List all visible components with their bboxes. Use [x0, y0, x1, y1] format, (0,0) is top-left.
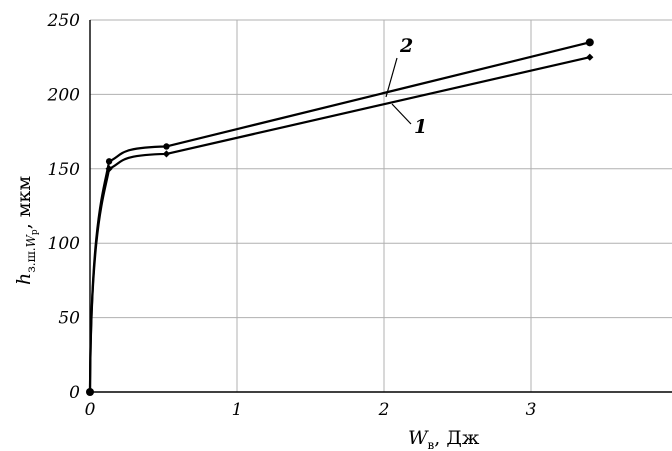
- curve-label-1: 1: [414, 116, 427, 138]
- x-tick-label: 1: [232, 400, 243, 420]
- series-2-point: [86, 388, 94, 396]
- x-axis-subscript: в: [428, 438, 435, 451]
- curve-label-1-leader: [391, 103, 412, 125]
- x-axis-symbol: W: [408, 427, 429, 449]
- curve-label-2: 2: [399, 35, 413, 57]
- y-tick-label: 50: [58, 309, 80, 329]
- y-tick-label: 150: [48, 160, 81, 180]
- series-2-point: [105, 158, 113, 165]
- series-1-point: [162, 150, 171, 158]
- series-1-line: [88, 56, 591, 393]
- series-2-line: [88, 41, 591, 393]
- y-tick-label: 100: [48, 234, 81, 254]
- y-axis-subscript2-sub: р: [30, 229, 40, 235]
- x-tick-label: 2: [378, 400, 390, 420]
- series-2-point: [585, 38, 594, 47]
- y-tick-label: 200: [47, 85, 81, 105]
- y-axis-subscript2-symbol: W: [24, 233, 38, 247]
- axes: [89, 20, 672, 393]
- curve-label-2-leader: [385, 57, 398, 98]
- grid: [90, 19, 672, 392]
- y-axis-symbol: h: [13, 273, 35, 285]
- series-layer: [86, 38, 594, 396]
- y-axis-subscript: з.ш.: [24, 247, 38, 272]
- y-axis-title: hз.ш.Wр, мкм: [13, 176, 40, 285]
- series-2-point: [163, 143, 170, 150]
- y-tick-label: 0: [69, 383, 80, 403]
- x-tick-label: 0: [85, 400, 96, 420]
- x-tick-label: 3: [526, 400, 537, 420]
- tick-labels: 05010015020025001234: [47, 11, 672, 420]
- y-axis-unit: , мкм: [13, 176, 35, 230]
- x-axis-title: Wв, Дж: [408, 427, 480, 451]
- series-1-point: [586, 53, 594, 61]
- x-axis-unit: , Дж: [434, 427, 480, 449]
- y-tick-label: 250: [47, 11, 81, 31]
